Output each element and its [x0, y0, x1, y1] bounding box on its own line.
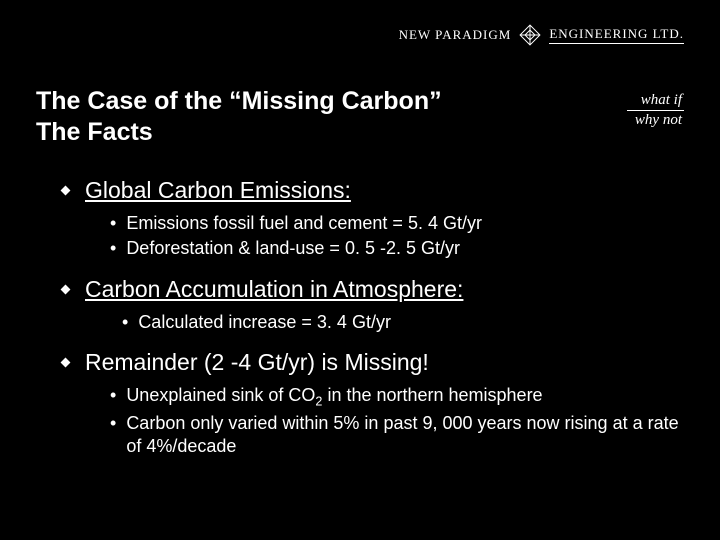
section-heading-text: Carbon Accumulation in Atmosphere:	[85, 275, 463, 305]
slide-content: Global Carbon Emissions: • Emissions fossi…	[60, 176, 680, 473]
title-line1: The Case of the “Missing Carbon”	[36, 86, 442, 117]
list-item: • Unexplained sink of CO2 in the northern…	[110, 384, 680, 410]
section-items: • Emissions fossil fuel and cement = 5. 4…	[110, 212, 680, 261]
brand-right-text: ENGINEERING LTD.	[549, 26, 684, 44]
list-item: • Deforestation & land-use = 0. 5 -2. 5 G…	[110, 237, 680, 260]
brand-left-text: NEW PARADIGM	[399, 27, 512, 43]
list-item-text: Deforestation & land-use = 0. 5 -2. 5 Gt…	[126, 237, 460, 260]
diamond-bullet-icon	[60, 284, 71, 295]
list-item-text: Calculated increase = 3. 4 Gt/yr	[138, 311, 391, 334]
tagline: what if why not	[627, 92, 684, 128]
section-heading-text: Global Carbon Emissions:	[85, 176, 351, 206]
section-items: • Calculated increase = 3. 4 Gt/yr	[110, 311, 680, 334]
dot-bullet-icon: •	[110, 412, 116, 435]
list-item-text: Emissions fossil fuel and cement = 5. 4 …	[126, 212, 482, 235]
section-heading: Remainder (2 -4 Gt/yr) is Missing!	[60, 348, 680, 378]
list-item-text: Carbon only varied within 5% in past 9, …	[126, 412, 680, 459]
tagline-line2: why not	[627, 111, 684, 129]
list-item: • Carbon only varied within 5% in past 9,…	[110, 412, 680, 459]
list-item: • Emissions fossil fuel and cement = 5. 4…	[110, 212, 680, 235]
list-item-text: Unexplained sink of CO2 in the northern …	[126, 384, 542, 410]
diamond-bullet-icon	[60, 357, 71, 368]
section-heading: Global Carbon Emissions:	[60, 176, 680, 206]
slide-title: The Case of the “Missing Carbon” The Fac…	[36, 86, 442, 149]
dot-bullet-icon: •	[110, 237, 116, 260]
section-heading-text: Remainder (2 -4 Gt/yr) is Missing!	[85, 348, 429, 378]
title-line2: The Facts	[36, 117, 442, 148]
diamond-bullet-icon	[60, 185, 71, 196]
tagline-line1: what if	[627, 92, 684, 111]
list-item: • Calculated increase = 3. 4 Gt/yr	[122, 311, 680, 334]
section-items: • Unexplained sink of CO2 in the northern…	[110, 384, 680, 459]
dot-bullet-icon: •	[122, 311, 128, 334]
dot-bullet-icon: •	[110, 212, 116, 235]
dot-bullet-icon: •	[110, 384, 116, 407]
section-heading: Carbon Accumulation in Atmosphere:	[60, 275, 680, 305]
brand-header: NEW PARADIGM ENGINEERING LTD.	[399, 22, 684, 48]
diamond-logo-icon	[517, 22, 543, 48]
